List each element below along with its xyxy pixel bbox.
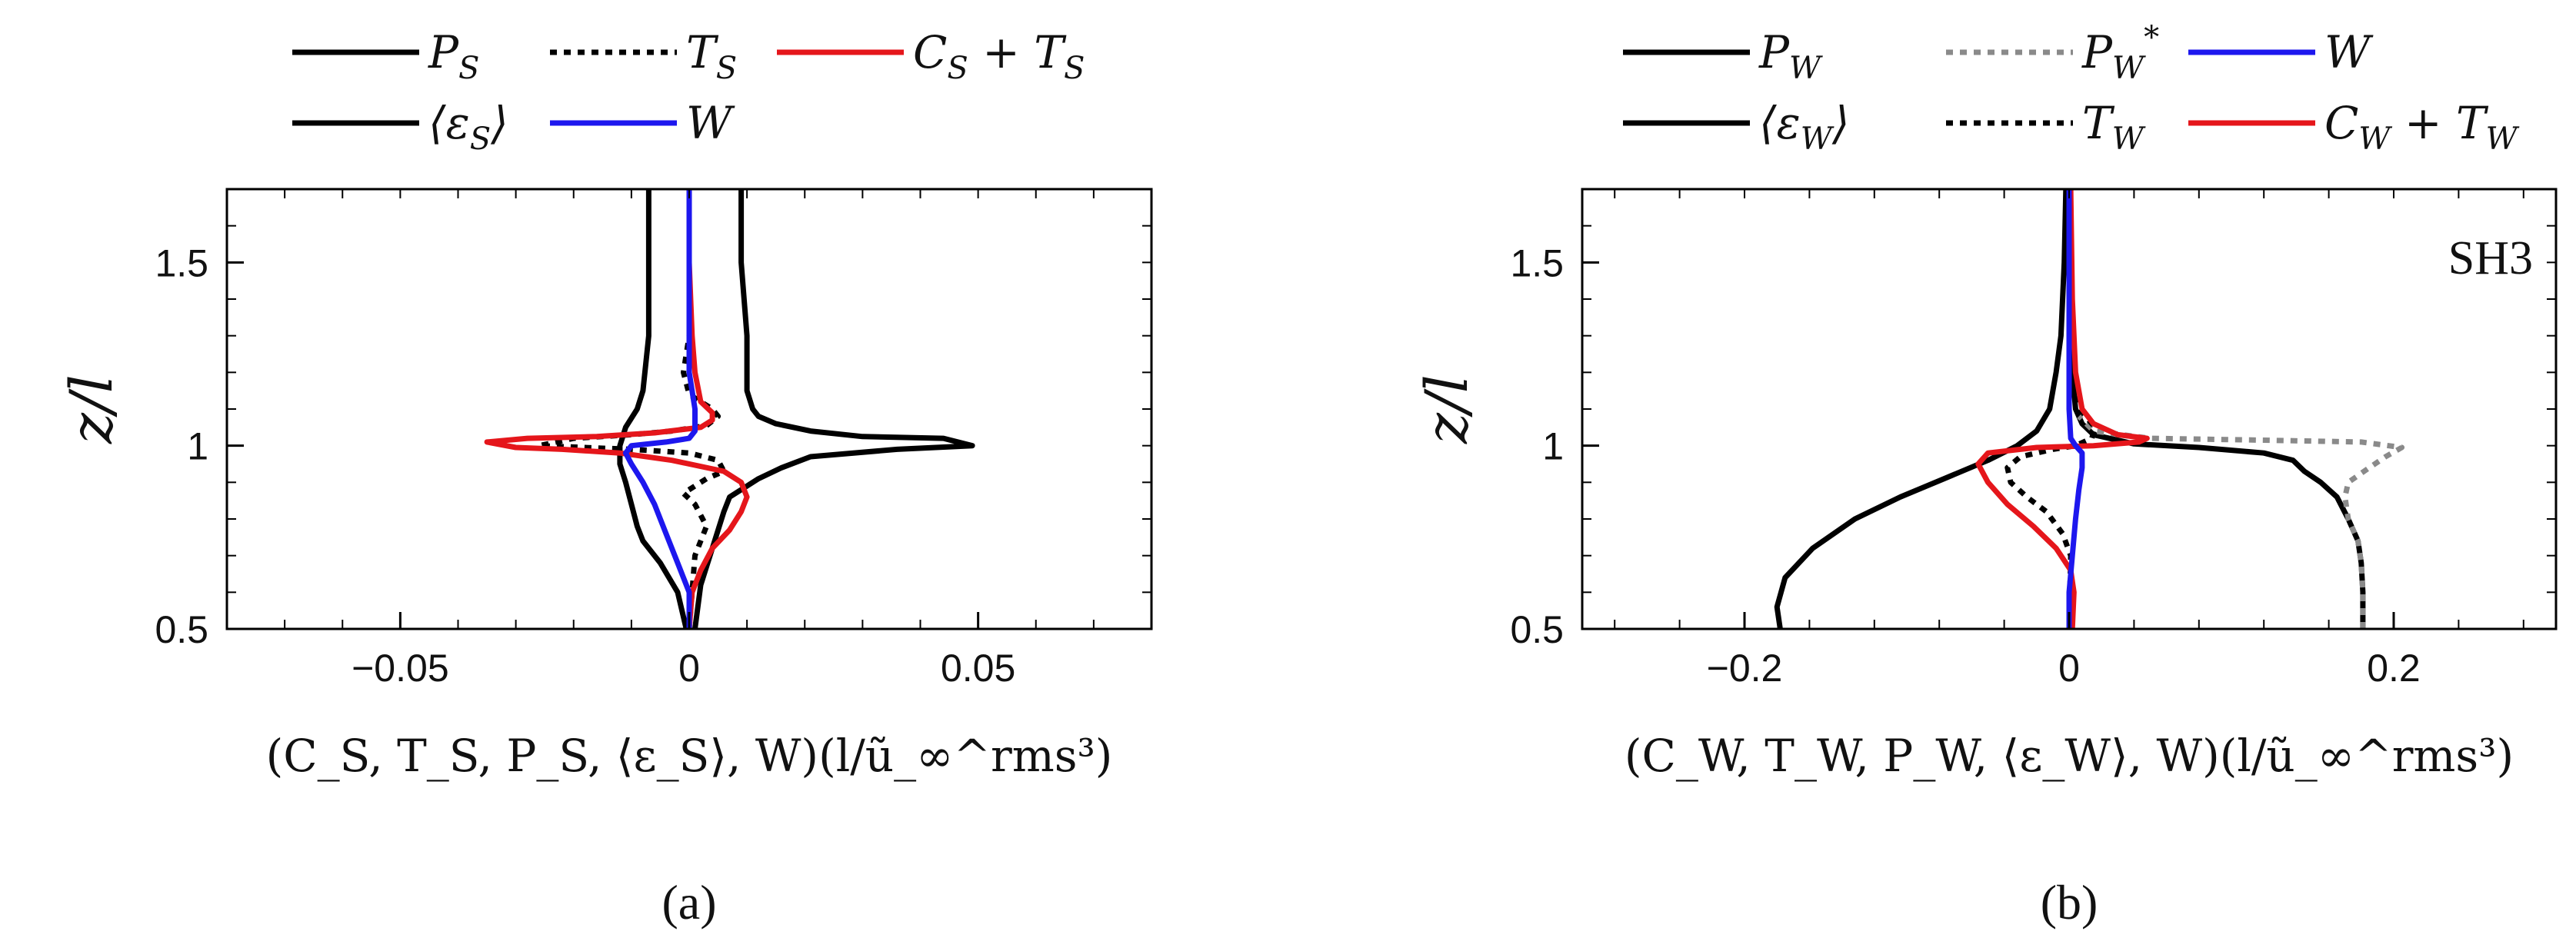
series-line-2 bbox=[1774, 189, 2069, 629]
series-line-2 bbox=[536, 189, 727, 629]
legend-label: ⟨εW⟩ bbox=[1759, 97, 1850, 157]
annotation-label: SH3 bbox=[2448, 232, 2533, 284]
series-line-1 bbox=[2077, 414, 2405, 629]
x-tick-label: 0.2 bbox=[2367, 647, 2421, 690]
y-tick-label: 1.5 bbox=[1510, 241, 1564, 284]
text-span: + T bbox=[2391, 97, 2489, 149]
series-group bbox=[484, 189, 975, 629]
text-span: C bbox=[913, 26, 947, 78]
y-axis-label: z/l bbox=[1412, 374, 1481, 444]
x-axis-label: (C_W, T_W, P_W, ⟨ε_W⟩, W)(l/ũ_∞^rms³) bbox=[1625, 730, 2514, 782]
legend-label: W bbox=[2324, 26, 2374, 78]
legend-label: CS + TS bbox=[913, 26, 1085, 86]
text-span: S bbox=[1064, 51, 1085, 86]
panel-label: (a) bbox=[661, 875, 716, 930]
y-tick-label: 1 bbox=[187, 425, 208, 468]
text-span: W bbox=[2358, 121, 2392, 157]
text-span: ⟨ε bbox=[428, 97, 470, 149]
text-span: ⟨ε bbox=[1759, 97, 1801, 149]
panel-label: (b) bbox=[2041, 875, 2098, 930]
series-line-3 bbox=[484, 189, 750, 629]
legend-label: PS bbox=[428, 26, 479, 86]
legend-label: TW bbox=[2082, 97, 2146, 157]
y-tick-label: 0.5 bbox=[1510, 608, 1564, 651]
text-span: W bbox=[2112, 51, 2146, 86]
x-tick-label: 0.05 bbox=[941, 647, 1015, 690]
text-span: S bbox=[458, 51, 479, 86]
x-tick-label: 0 bbox=[678, 647, 700, 690]
series-line-4 bbox=[622, 189, 698, 629]
legend-label: CW + TW bbox=[2324, 97, 2520, 157]
series-line-1 bbox=[617, 189, 689, 629]
text-span: P bbox=[2081, 26, 2113, 78]
text-span: C bbox=[2324, 97, 2358, 149]
panel-a: −0.05 0 0.05 0.5 1 1.5 z/l (C_S, T_S, P_S, ⟨ε_S… bbox=[57, 26, 1153, 930]
text-span: W bbox=[1789, 51, 1823, 86]
legend-label: PW* bbox=[2081, 20, 2159, 86]
series-line-4 bbox=[1975, 189, 2150, 629]
text-span: W bbox=[686, 97, 735, 149]
y-tick-label: 1 bbox=[1542, 425, 1564, 468]
text-span: S bbox=[716, 51, 737, 86]
series-line-0 bbox=[692, 189, 975, 629]
y-tick-label: 0.5 bbox=[155, 608, 208, 651]
x-tick-label: −0.2 bbox=[1707, 647, 1783, 690]
text-span: P bbox=[428, 26, 459, 78]
text-span: * bbox=[2144, 20, 2159, 55]
text-span: T bbox=[686, 26, 719, 78]
series-group bbox=[1774, 189, 2405, 629]
text-span: S bbox=[947, 51, 968, 86]
text-span: T bbox=[2082, 97, 2115, 149]
text-span: + T bbox=[968, 26, 1067, 78]
text-span: W bbox=[1801, 121, 1835, 157]
text-span: W bbox=[2324, 26, 2374, 78]
series-line-0 bbox=[2066, 189, 2366, 629]
text-span: P bbox=[1758, 26, 1790, 78]
legend-label: W bbox=[686, 97, 735, 149]
text-span: W bbox=[2112, 121, 2146, 157]
y-axis-label: z/l bbox=[57, 374, 125, 444]
legend-label: TS bbox=[686, 26, 737, 86]
x-tick-label: 0 bbox=[2058, 647, 2080, 690]
y-tick-label: 1.5 bbox=[155, 241, 208, 284]
text-span: S bbox=[470, 121, 491, 157]
series-line-5 bbox=[2066, 189, 2085, 629]
panel-b: −0.2 0 0.2 0.5 1 1.5 z/l (C_W, T_W, P_W, ⟨ε_W⟩,… bbox=[1412, 20, 2558, 930]
x-tick-label: −0.05 bbox=[352, 647, 449, 690]
legend-label: ⟨εS⟩ bbox=[428, 97, 508, 157]
legend-label: PW bbox=[1758, 26, 1823, 86]
x-axis-label: (C_S, T_S, P_S, ⟨ε_S⟩, W)(l/ũ_∞^rms³) bbox=[266, 730, 1113, 782]
text-span: ⟩ bbox=[490, 97, 508, 149]
text-span: ⟩ bbox=[1831, 97, 1850, 149]
text-span: W bbox=[2486, 121, 2520, 157]
